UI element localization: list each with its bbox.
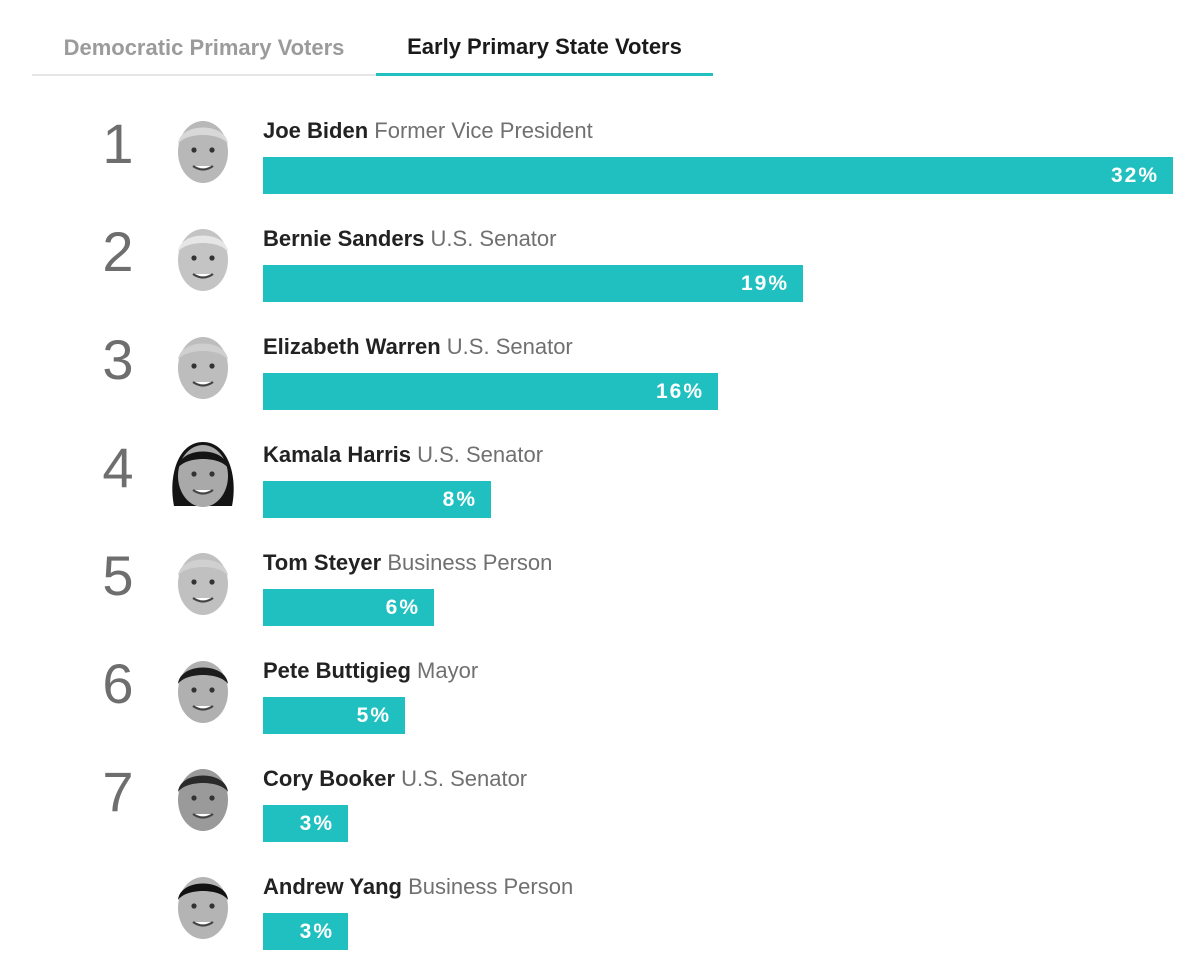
- bar-value-label: 16%: [655, 379, 704, 403]
- candidate-name: Bernie Sanders: [263, 226, 425, 251]
- candidate-row: Andrew Yang Business Person 3%: [0, 864, 1200, 972]
- candidate-name: Tom Steyer: [263, 550, 382, 575]
- candidate-row: 3 Elizabeth Warren U.S. Senator 16%: [0, 324, 1200, 432]
- bar: 19%: [263, 265, 803, 302]
- candidate-label: Tom Steyer Business Person: [263, 550, 552, 576]
- bar: 6%: [263, 589, 434, 626]
- elizabeth-warren-avatar-icon: [168, 328, 238, 402]
- candidate-name: Andrew Yang: [263, 874, 402, 899]
- tab-early-primary-state-voters[interactable]: Early Primary State Voters: [376, 20, 713, 76]
- bar-track: 32%: [263, 157, 1173, 194]
- bar: 5%: [263, 697, 405, 734]
- bar: 3%: [263, 913, 348, 950]
- cory-booker-avatar-icon: [168, 760, 238, 834]
- tom-steyer-avatar-icon: [168, 544, 238, 618]
- bar-track: 6%: [263, 589, 1173, 626]
- bar-value-label: 6%: [385, 595, 420, 619]
- rank-number: 5: [102, 544, 134, 607]
- candidate-row: 4 Kamala Harris U.S. Senator 8%: [0, 432, 1200, 540]
- kamala-harris-avatar-icon: [168, 436, 238, 510]
- candidate-name: Joe Biden: [263, 118, 369, 143]
- rank-number: 4: [102, 436, 134, 499]
- bernie-sanders-avatar-icon: [168, 220, 238, 294]
- rank-number: 6: [102, 652, 134, 715]
- bar-track: 3%: [263, 805, 1173, 842]
- bar: 3%: [263, 805, 348, 842]
- bar-value-label: 32%: [1110, 163, 1159, 187]
- candidate-name: Cory Booker: [263, 766, 396, 791]
- candidate-title: U.S. Senator: [446, 334, 573, 359]
- candidate-row: 5 Tom Steyer Business Person 6%: [0, 540, 1200, 648]
- candidate-label: Elizabeth Warren U.S. Senator: [263, 334, 573, 360]
- tab-bar: Democratic Primary Voters Early Primary …: [32, 20, 713, 78]
- joe-biden-avatar-icon: [168, 112, 238, 186]
- rank-number: 2: [102, 220, 134, 283]
- candidate-label: Bernie Sanders U.S. Senator: [263, 226, 556, 252]
- candidate-label: Joe Biden Former Vice President: [263, 118, 593, 144]
- bar-value-label: 5%: [356, 703, 391, 727]
- candidate-name: Elizabeth Warren: [263, 334, 441, 359]
- bar-track: 19%: [263, 265, 1173, 302]
- candidate-title: Former Vice President: [374, 118, 593, 143]
- candidate-name: Pete Buttigieg: [263, 658, 411, 683]
- rank-number: 7: [102, 760, 134, 823]
- bar-track: 16%: [263, 373, 1173, 410]
- candidate-row: 6 Pete Buttigieg Mayor 5%: [0, 648, 1200, 756]
- rank-number: 3: [102, 328, 134, 391]
- candidate-title: U.S. Senator: [401, 766, 528, 791]
- bar-track: 5%: [263, 697, 1173, 734]
- candidate-label: Pete Buttigieg Mayor: [263, 658, 478, 684]
- bar-value-label: 3%: [299, 811, 334, 835]
- andrew-yang-avatar-icon: [168, 868, 238, 942]
- candidate-title: Business Person: [408, 874, 574, 899]
- pete-buttigieg-avatar-icon: [168, 652, 238, 726]
- candidate-label: Andrew Yang Business Person: [263, 874, 573, 900]
- candidate-title: Mayor: [417, 658, 479, 683]
- candidate-row: 7 Cory Booker U.S. Senator 3%: [0, 756, 1200, 864]
- bar-track: 8%: [263, 481, 1173, 518]
- candidate-title: U.S. Senator: [430, 226, 557, 251]
- candidate-label: Cory Booker U.S. Senator: [263, 766, 527, 792]
- bar-track: 3%: [263, 913, 1173, 950]
- bar-value-label: 19%: [740, 271, 789, 295]
- candidate-label: Kamala Harris U.S. Senator: [263, 442, 543, 468]
- bar: 32%: [263, 157, 1173, 194]
- candidate-name: Kamala Harris: [263, 442, 411, 467]
- bar: 8%: [263, 481, 491, 518]
- candidate-title: Business Person: [387, 550, 553, 575]
- bar: 16%: [263, 373, 718, 410]
- candidate-row: 1 Joe Biden Former Vice President 32%: [0, 108, 1200, 216]
- rank-number: 1: [102, 112, 134, 175]
- bar-value-label: 3%: [299, 919, 334, 943]
- candidate-title: U.S. Senator: [417, 442, 544, 467]
- candidate-row: 2 Bernie Sanders U.S. Senator 19%: [0, 216, 1200, 324]
- tab-bar-divider: [32, 74, 713, 76]
- bar-value-label: 8%: [442, 487, 477, 511]
- tab-democratic-primary-voters[interactable]: Democratic Primary Voters: [63, 35, 345, 60]
